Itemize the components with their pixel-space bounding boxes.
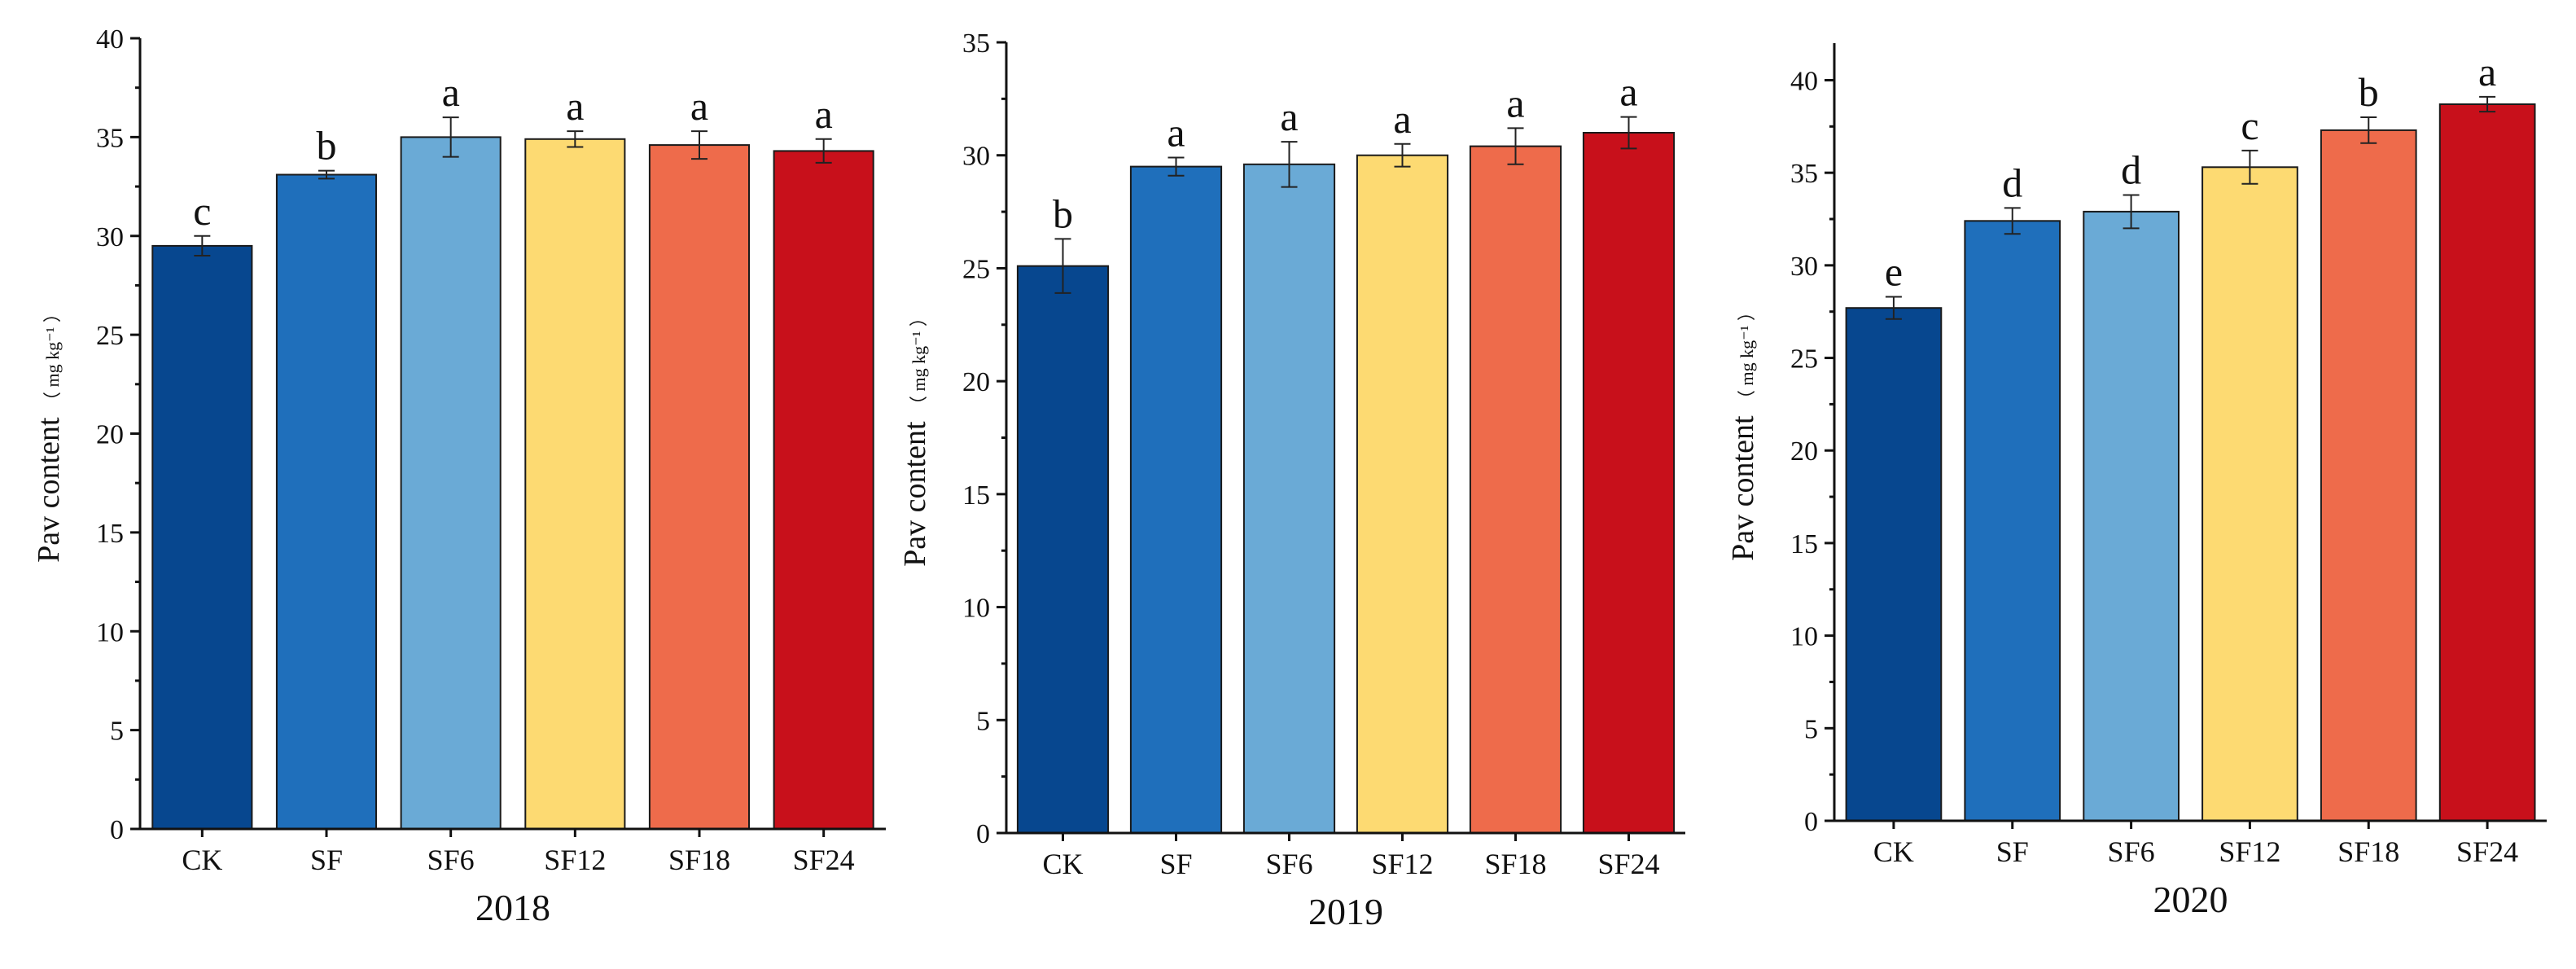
significance-letter-2019-SF: a <box>1167 110 1185 156</box>
significance-letter-2020-SF6: d <box>2121 147 2141 193</box>
bar-2020-SF6 <box>2083 210 2180 822</box>
category-label-2020-SF24: SF24 <box>2456 835 2518 868</box>
bar-2019-SF18 <box>1469 145 1562 835</box>
y-tick-label-2020-20: 20 <box>1790 436 1818 467</box>
y-tick-label-2018-5: 5 <box>110 717 124 747</box>
category-label-2019-SF24: SF24 <box>1597 848 1659 880</box>
category-label-2018-CK: CK <box>182 844 222 876</box>
category-label-2018-SF12: SF12 <box>544 844 606 876</box>
significance-letter-2020-CK: e <box>1885 249 1903 295</box>
significance-letter-2018-CK: c <box>193 188 211 234</box>
y-axis-title-2018: Pav content （ mg kg⁻¹ ） <box>32 305 66 563</box>
significance-letter-2019-SF6: a <box>1280 94 1298 139</box>
chart-panel-2020: e CK d SF d SF6 c SF12 b SF18 a SF24 0 5 10 15 20 25 30 35 4… <box>1726 43 2547 920</box>
category-label-2020-CK: CK <box>1873 835 1914 868</box>
y-axis-unit-2018: （ mg kg⁻¹ ） <box>42 305 63 410</box>
y-tick-label-2018-10: 10 <box>96 617 124 647</box>
bar-2020-SF24 <box>2438 103 2536 822</box>
y-tick-label-2019-10: 10 <box>962 594 990 624</box>
y-tick-label-2019-20: 20 <box>962 367 990 397</box>
chart-panel-2019: b CK a SF a SF6 a SF12 a SF18 a SF24 0 5 10 15 20 25 30 35 P… <box>898 28 1685 932</box>
category-label-2020-SF18: SF18 <box>2337 835 2399 868</box>
y-axis-unit-2019: （ mg kg⁻¹ ） <box>909 309 929 414</box>
significance-letter-2020-SF18: b <box>2359 69 2379 115</box>
panel-label-2018: 2018 <box>475 887 550 928</box>
y-axis-title-2019: Pav content （ mg kg⁻¹ ） <box>898 309 932 567</box>
y-tick-label-2020-25: 25 <box>1790 344 1818 375</box>
y-tick-label-2020-0: 0 <box>1804 807 1818 837</box>
y-tick-label-2018-25: 25 <box>96 321 124 351</box>
significance-letter-2020-SF: d <box>2002 160 2022 205</box>
y-tick-label-2018-30: 30 <box>96 222 124 252</box>
bar-2019-SF6 <box>1242 163 1336 835</box>
category-label-2018-SF24: SF24 <box>793 844 855 876</box>
y-tick-label-2020-5: 5 <box>1804 714 1818 744</box>
panel-label-2020: 2020 <box>2153 879 2228 920</box>
bar-2018-CK <box>151 244 253 830</box>
bar-2020-SF18 <box>2320 129 2417 822</box>
bar-2020-CK <box>1845 307 1943 822</box>
bar-2020-SF12 <box>2201 166 2298 822</box>
significance-letter-2019-SF18: a <box>1506 80 1524 125</box>
y-tick-label-2020-15: 15 <box>1790 529 1818 559</box>
category-label-2018-SF18: SF18 <box>668 844 730 876</box>
significance-letter-2018-SF12: a <box>566 83 584 129</box>
y-tick-label-2020-35: 35 <box>1790 159 1818 189</box>
y-tick-label-2018-20: 20 <box>96 420 124 450</box>
bar-2018-SF6 <box>400 136 502 830</box>
bar-2018-SF <box>275 173 377 830</box>
category-label-2020-SF6: SF6 <box>2108 835 2155 868</box>
y-tick-label-2019-5: 5 <box>976 706 990 736</box>
significance-letter-2018-SF18: a <box>690 83 708 129</box>
category-label-2020-SF12: SF12 <box>2219 835 2280 868</box>
significance-letter-2020-SF24: a <box>2478 49 2496 94</box>
y-axis-title-text-2018: Pav content <box>32 410 66 563</box>
category-label-2019-SF: SF <box>1159 848 1192 880</box>
category-label-2019-SF18: SF18 <box>1484 848 1546 880</box>
y-tick-label-2018-35: 35 <box>96 123 124 153</box>
category-label-2019-SF12: SF12 <box>1371 848 1433 880</box>
y-tick-label-2018-0: 0 <box>110 815 124 845</box>
significance-letter-2019-CK: b <box>1053 191 1073 236</box>
y-tick-label-2020-10: 10 <box>1790 622 1818 652</box>
category-label-2018-SF6: SF6 <box>427 844 475 876</box>
bar-2019-SF24 <box>1582 132 1676 834</box>
y-tick-label-2020-40: 40 <box>1790 66 1818 96</box>
chart-panel-2018: c CK b SF a SF6 a SF12 a SF18 a SF24 0 5 10 15 20 25 30 35 4… <box>32 24 886 928</box>
bar-2019-SF <box>1129 165 1223 835</box>
bar-2019-SF12 <box>1356 154 1449 834</box>
category-label-2018-SF: SF <box>310 844 343 876</box>
y-tick-label-2020-30: 30 <box>1790 252 1818 282</box>
significance-letter-2019-SF12: a <box>1393 96 1411 142</box>
y-axis-title-text-2020: Pav content <box>1726 408 1760 561</box>
y-axis-title-2020: Pav content （ mg kg⁻¹ ） <box>1726 303 1760 561</box>
y-tick-label-2019-35: 35 <box>962 28 990 59</box>
y-axis-unit-2020: （ mg kg⁻¹ ） <box>1737 303 1757 408</box>
y-tick-label-2019-15: 15 <box>962 480 990 511</box>
panel-label-2019: 2019 <box>1308 891 1383 932</box>
bar-2018-SF18 <box>648 144 751 831</box>
y-tick-label-2018-40: 40 <box>96 24 124 55</box>
y-axis-title-text-2019: Pav content <box>898 414 932 567</box>
significance-letter-2020-SF12: c <box>2241 103 2258 148</box>
bar-2018-SF12 <box>524 138 626 831</box>
significance-letter-2018-SF: b <box>317 123 337 169</box>
y-tick-label-2019-25: 25 <box>962 254 990 284</box>
category-label-2019-SF6: SF6 <box>1265 848 1312 880</box>
y-tick-label-2019-30: 30 <box>962 142 990 172</box>
significance-letter-2019-SF24: a <box>1619 69 1637 115</box>
significance-letter-2018-SF24: a <box>815 91 833 137</box>
significance-letter-2018-SF6: a <box>442 69 460 115</box>
bar-2019-CK <box>1016 265 1110 834</box>
category-label-2020-SF: SF <box>1996 835 2029 868</box>
bar-2018-SF24 <box>773 150 874 830</box>
y-tick-label-2019-0: 0 <box>976 819 990 849</box>
y-tick-label-2018-15: 15 <box>96 519 124 549</box>
category-label-2019-CK: CK <box>1042 848 1083 880</box>
bar-2020-SF <box>1964 220 2061 822</box>
